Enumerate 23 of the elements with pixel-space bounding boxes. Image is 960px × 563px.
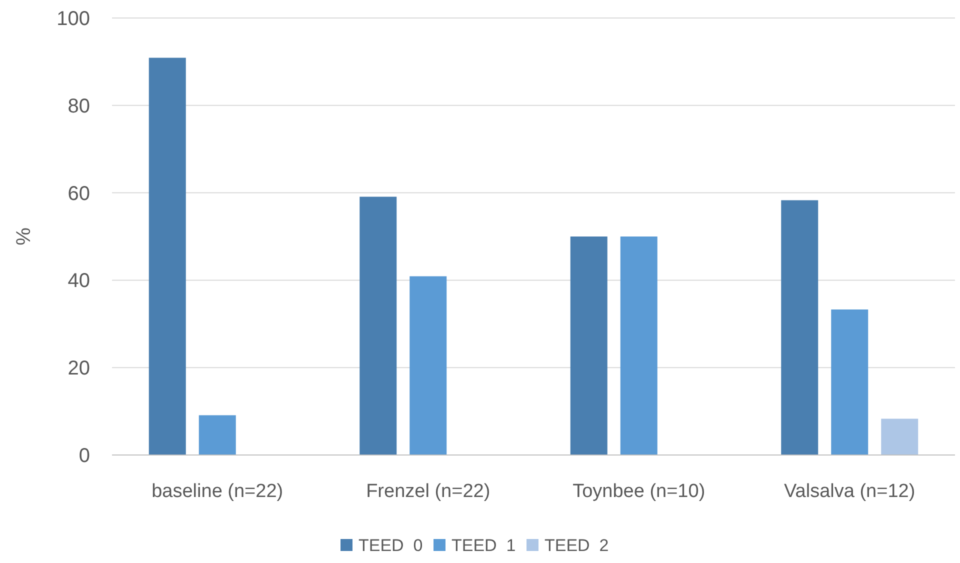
legend-label: TEED 1 [452, 536, 516, 555]
legend-label: TEED 2 [544, 536, 609, 555]
bar [831, 309, 868, 455]
y-tick-label: 40 [68, 270, 90, 292]
bar [198, 415, 236, 455]
bar [620, 236, 658, 455]
bar [410, 276, 447, 455]
x-tick-label: baseline (n=22) [152, 481, 284, 502]
bar [781, 200, 818, 455]
x-tick-label: Frenzel (n=22) [366, 481, 490, 502]
y-tick-label: 60 [68, 182, 90, 205]
x-tick-label: Toynbee (n=10) [572, 481, 706, 502]
y-tick-label: 20 [68, 358, 90, 380]
bar [148, 58, 186, 455]
y-tick-label: 100 [56, 8, 90, 30]
y-tick-label: 0 [78, 445, 90, 467]
x-tick-label: Valsalva (n=12) [784, 481, 916, 502]
y-axis-title: % [13, 227, 35, 246]
y-tick-label: 80 [68, 95, 90, 118]
bar [360, 196, 397, 455]
bar [570, 236, 608, 455]
bar [881, 418, 918, 455]
legend-label: TEED 0 [358, 536, 423, 555]
